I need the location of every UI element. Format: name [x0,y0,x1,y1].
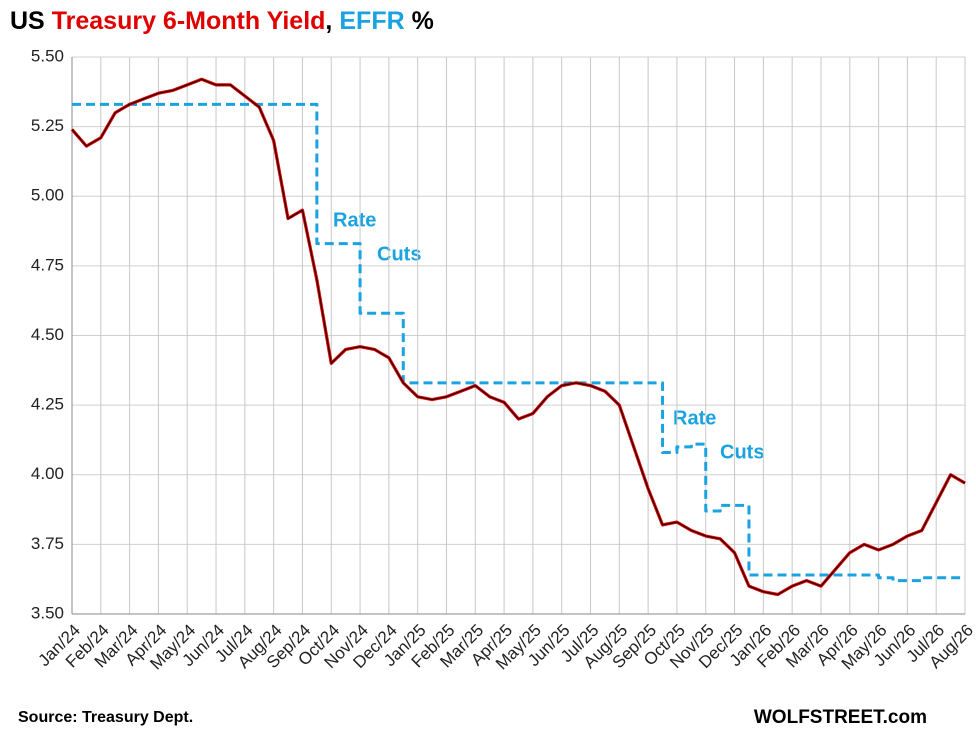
y-tick-label: 4.50 [31,325,64,344]
y-tick-label: 4.25 [31,395,64,414]
title-part: EFFR [339,7,404,35]
annotation: Cuts [720,441,764,463]
line-series [72,102,965,583]
grid [71,56,966,615]
annotation: Rate [333,209,376,231]
title-part: Treasury 6-Month Yield [52,7,326,35]
title-part: , [325,7,332,35]
y-tick-label: 3.75 [31,534,64,553]
y-tick-label: 5.50 [31,46,64,65]
source: Source: Treasury Dept. [18,709,193,726]
y-tick-label: 5.25 [31,116,64,135]
annotation: Rate [673,407,716,429]
title-part: % [412,7,434,35]
y-tick-label: 5.00 [31,186,64,205]
y-tick-label: 4.00 [31,464,64,483]
line-outline [71,78,966,596]
credit: WOLFSTREET.com [754,707,927,728]
title-part: US [10,7,45,35]
annotation: Cuts [377,243,421,265]
line-series [70,77,966,597]
y-tick-label: 3.50 [31,603,64,622]
chart-title: US Treasury 6-Month Yield, EFFR% [10,7,434,35]
y-tick-label: 4.75 [31,255,64,274]
